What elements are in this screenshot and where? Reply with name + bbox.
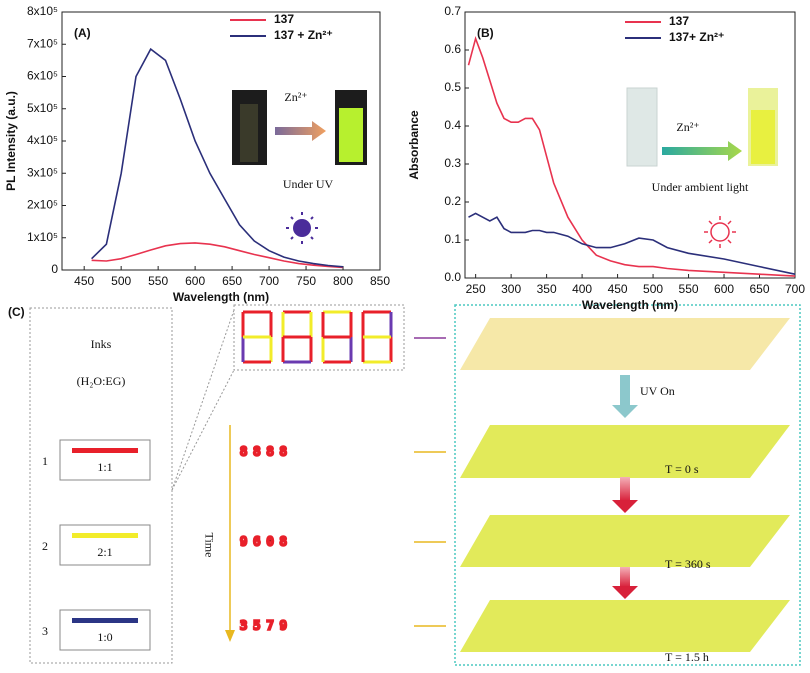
x-tick-label: 700 (259, 274, 279, 288)
ink-bar (72, 448, 138, 453)
data-line (467, 35, 796, 277)
annotation: Under ambient light (652, 180, 749, 194)
x-tick-label: 350 (537, 282, 557, 296)
y-tick-label: 5x10⁵ (27, 101, 58, 115)
x-tick-label: 450 (608, 282, 628, 296)
x-axis-label: Wavelength (nm) (582, 298, 678, 312)
y-tick-label: 4x10⁵ (27, 133, 58, 147)
y-tick-label: 1x10⁵ (27, 230, 58, 244)
time-stamp: T = 360 s (665, 557, 711, 571)
ink-ratio: 2:1 (97, 545, 112, 559)
y-tick-label: 0.5 (444, 80, 461, 94)
y-tick-label: 0 (51, 262, 58, 276)
y-tick-label: 0.4 (444, 118, 461, 132)
x-tick-label: 650 (222, 274, 242, 288)
y-tick-label: 7x10⁵ (27, 36, 58, 50)
x-tick-label: 600 (714, 282, 734, 296)
y-tick-label: 0.7 (444, 4, 461, 18)
y-tick-label: 6x10⁵ (27, 69, 58, 83)
legend-label: 137 (274, 12, 294, 26)
y-tick-label: 0.2 (444, 194, 461, 208)
annotation: Zn²⁺ (284, 90, 307, 104)
y-tick-label: 3x10⁵ (27, 165, 58, 179)
annotation: Under UV (283, 177, 334, 191)
ink-box (59, 609, 151, 651)
x-tick-label: 650 (750, 282, 770, 296)
ink-number: 3 (42, 624, 48, 638)
time-stamp: T = 0 s (665, 462, 699, 476)
x-tick-label: 550 (679, 282, 699, 296)
x-tick-label: 800 (333, 274, 353, 288)
inset-b (626, 87, 778, 248)
y-axis-label: PL Intensity (a.u.) (4, 91, 18, 191)
ink-bar (72, 533, 138, 538)
panel-label: (C) (8, 305, 25, 319)
panel-label: (B) (477, 26, 494, 40)
panel-label: (A) (74, 26, 91, 40)
x-tick-label: 500 (111, 274, 131, 288)
time-label: Time (202, 533, 216, 558)
x-tick-label: 850 (370, 274, 390, 288)
x-tick-label: 250 (466, 282, 486, 296)
ink-ratio: 1:1 (97, 460, 112, 474)
inset-a (232, 90, 367, 244)
x-tick-label: 750 (296, 274, 316, 288)
x-tick-label: 550 (148, 274, 168, 288)
annotation: Zn²⁺ (676, 120, 699, 134)
ink-box (59, 524, 151, 566)
ink-number: 1 (42, 454, 48, 468)
time-stamp: T = 1.5 h (665, 650, 709, 664)
x-axis-label: Wavelength (nm) (173, 290, 269, 304)
y-tick-label: 0.0 (444, 270, 461, 284)
data-line (91, 47, 344, 268)
data-line (468, 212, 796, 275)
x-tick-label: 300 (501, 282, 521, 296)
x-tick-label: 450 (74, 274, 94, 288)
x-tick-label: 700 (785, 282, 805, 296)
ink-ratio: 1:0 (97, 630, 112, 644)
y-tick-label: 0.1 (444, 232, 461, 246)
digit-display: 3579 (240, 619, 293, 633)
y-tick-label: 2x10⁵ (27, 198, 58, 212)
ink-box (59, 439, 151, 481)
panel-c (29, 304, 801, 666)
uv-label: UV On (640, 384, 675, 398)
legend-label: 137 + Zn²⁺ (274, 28, 333, 42)
y-tick-label: 0.3 (444, 156, 461, 170)
legend-label: 137+ Zn²⁺ (669, 30, 724, 44)
inks-title: Inks (91, 337, 112, 351)
x-tick-label: 600 (185, 274, 205, 288)
digit-display: 8888 (240, 445, 293, 459)
y-tick-label: 0.6 (444, 42, 461, 56)
x-tick-label: 500 (643, 282, 663, 296)
ink-number: 2 (42, 539, 48, 553)
inks-subtitle: (H₂O:EG) (77, 374, 126, 388)
legend-label: 137 (669, 14, 689, 28)
ink-bar (72, 618, 138, 623)
y-axis-label: Absorbance (407, 110, 421, 180)
plot-frame (464, 11, 796, 279)
y-tick-label: 8x10⁵ (27, 4, 58, 18)
data-line (91, 242, 344, 269)
digit-display: 9608 (240, 535, 293, 549)
x-tick-label: 400 (572, 282, 592, 296)
